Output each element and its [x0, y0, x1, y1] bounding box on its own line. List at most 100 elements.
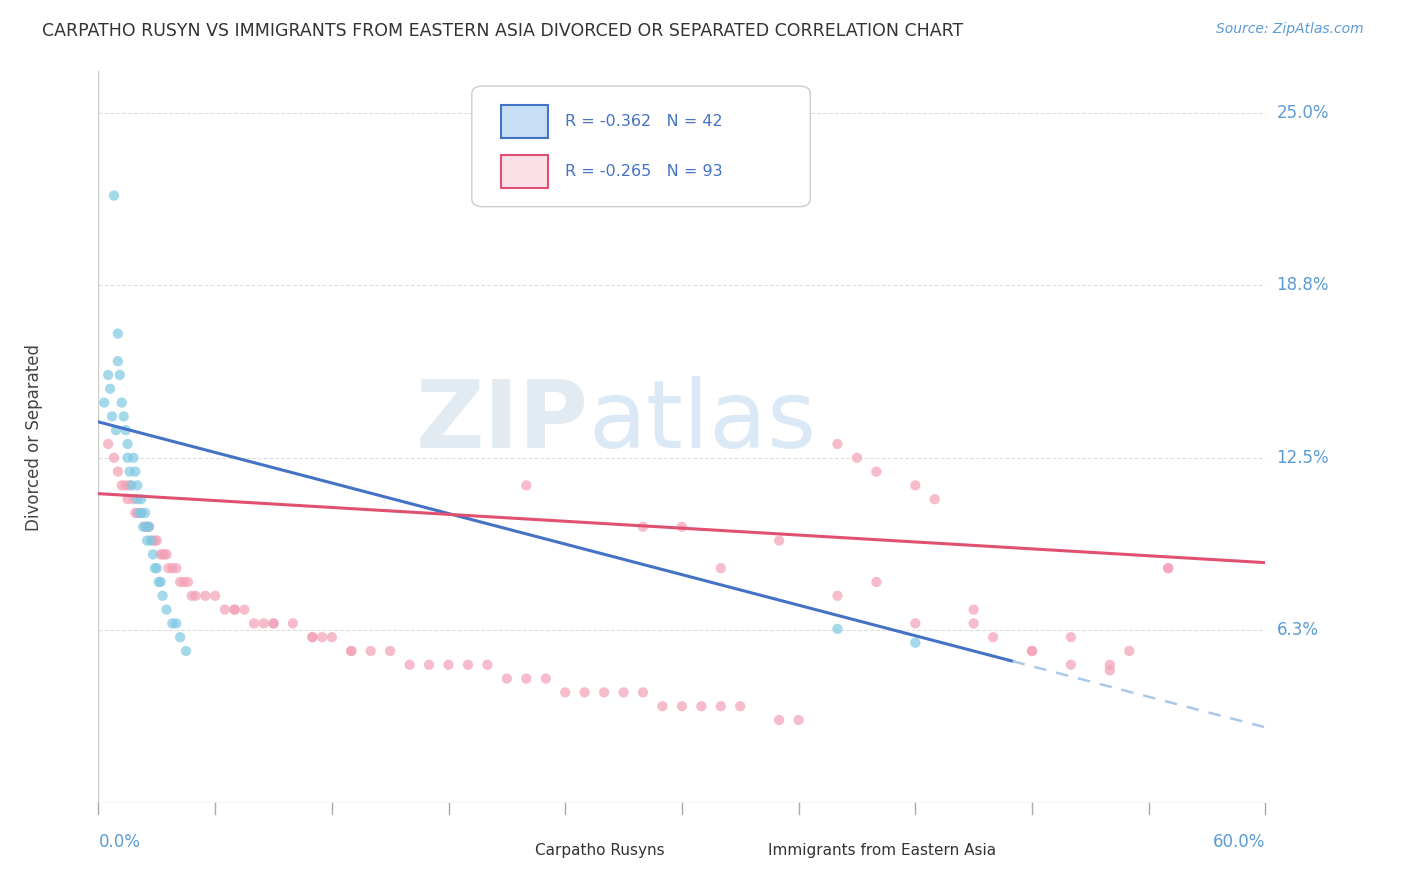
Point	[155, 548, 177, 562]
Point	[243, 616, 266, 631]
Point	[165, 561, 187, 575]
Point	[534, 672, 557, 686]
Point	[101, 409, 124, 424]
Point	[97, 368, 120, 382]
Point	[174, 644, 197, 658]
Point	[301, 630, 323, 644]
Point	[142, 548, 165, 562]
Point	[129, 492, 152, 507]
Point	[127, 492, 149, 507]
Point	[827, 437, 849, 451]
Text: 18.8%: 18.8%	[1277, 277, 1329, 294]
Point	[117, 492, 139, 507]
Point	[262, 616, 284, 631]
Point	[1060, 630, 1083, 644]
Text: 60.0%: 60.0%	[1213, 833, 1265, 851]
Text: Immigrants from Eastern Asia: Immigrants from Eastern Asia	[768, 843, 997, 858]
Point	[162, 561, 184, 575]
Point	[710, 699, 733, 714]
Point	[107, 465, 129, 479]
Point	[554, 685, 576, 699]
Point	[981, 630, 1004, 644]
Point	[152, 589, 174, 603]
Point	[129, 506, 152, 520]
Text: R = -0.265   N = 93: R = -0.265 N = 93	[565, 164, 723, 179]
Point	[149, 574, 172, 589]
Point	[146, 533, 169, 548]
Text: Divorced or Separated: Divorced or Separated	[25, 343, 44, 531]
Text: atlas: atlas	[589, 376, 817, 468]
Point	[865, 574, 887, 589]
Point	[129, 506, 152, 520]
Point	[962, 602, 984, 616]
Point	[139, 533, 162, 548]
Point	[768, 533, 790, 548]
Point	[143, 561, 166, 575]
Point	[111, 395, 134, 409]
Point	[962, 616, 984, 631]
Text: Carpatho Rusyns: Carpatho Rusyns	[534, 843, 665, 858]
Point	[148, 574, 170, 589]
Point	[142, 533, 165, 548]
Point	[143, 533, 166, 548]
Point	[787, 713, 810, 727]
Point	[730, 699, 752, 714]
Point	[103, 188, 125, 202]
Point	[827, 622, 849, 636]
Point	[149, 548, 172, 562]
Point	[671, 699, 693, 714]
Point	[360, 644, 382, 658]
Point	[651, 699, 673, 714]
Point	[114, 423, 136, 437]
Point	[214, 602, 236, 616]
Point	[134, 520, 156, 534]
Point	[162, 616, 184, 631]
Point	[117, 437, 139, 451]
Point	[311, 630, 333, 644]
Point	[155, 602, 177, 616]
Point	[153, 548, 176, 562]
Point	[340, 644, 363, 658]
Text: 12.5%: 12.5%	[1277, 449, 1329, 467]
Point	[398, 657, 420, 672]
Point	[437, 657, 460, 672]
Point	[118, 478, 141, 492]
Point	[224, 602, 246, 616]
Point	[114, 478, 136, 492]
Point	[127, 506, 149, 520]
Text: CARPATHO RUSYN VS IMMIGRANTS FROM EASTERN ASIA DIVORCED OR SEPARATED CORRELATION: CARPATHO RUSYN VS IMMIGRANTS FROM EASTER…	[42, 22, 963, 40]
Point	[710, 561, 733, 575]
Point	[93, 395, 115, 409]
Text: 6.3%: 6.3%	[1277, 622, 1319, 640]
Point	[111, 478, 134, 492]
Point	[671, 520, 693, 534]
Point	[138, 520, 160, 534]
Point	[904, 616, 927, 631]
Point	[1021, 644, 1043, 658]
Point	[495, 672, 517, 686]
Point	[146, 561, 169, 575]
Point	[165, 616, 187, 631]
Point	[574, 685, 596, 699]
Point	[136, 520, 159, 534]
Point	[122, 450, 145, 465]
Point	[118, 465, 141, 479]
Point	[134, 506, 156, 520]
Point	[904, 478, 927, 492]
Point	[340, 644, 363, 658]
Point	[1021, 644, 1043, 658]
Point	[127, 478, 149, 492]
Text: 25.0%: 25.0%	[1277, 103, 1329, 122]
Point	[124, 506, 146, 520]
Point	[204, 589, 226, 603]
Point	[180, 589, 202, 603]
Point	[169, 574, 191, 589]
Text: 0.0%: 0.0%	[98, 833, 141, 851]
Point	[1118, 644, 1140, 658]
Point	[768, 713, 790, 727]
Point	[157, 561, 180, 575]
Point	[631, 520, 654, 534]
Point	[107, 326, 129, 341]
Point	[117, 450, 139, 465]
Point	[845, 450, 868, 465]
